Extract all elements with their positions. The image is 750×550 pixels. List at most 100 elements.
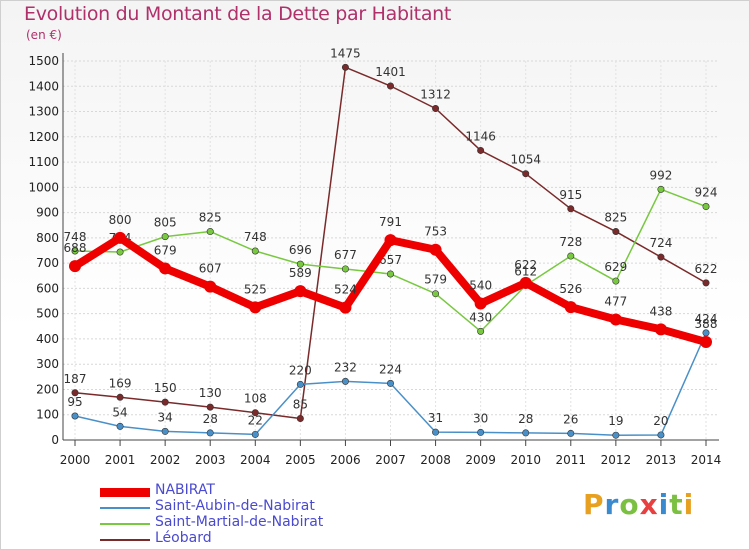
data-point-leobard — [386, 82, 394, 90]
y-tick-label: 0 — [51, 433, 59, 447]
data-label-saint-aubin-de-nabirat: 19 — [608, 414, 623, 428]
data-point-saint-martial-de-nabirat — [702, 203, 710, 211]
x-tick-label: 2004 — [240, 453, 271, 467]
data-label-saint-aubin-de-nabirat: 26 — [563, 412, 578, 426]
data-label-nabirat: 540 — [469, 279, 492, 293]
data-label-saint-martial-de-nabirat: 748 — [64, 230, 87, 244]
legend-item: Saint-Aubin-de-Nabirat — [100, 498, 400, 516]
data-point-nabirat — [204, 280, 217, 293]
data-point-saint-aubin-de-nabirat — [657, 431, 665, 439]
data-label-leobard: 1475 — [330, 46, 361, 60]
data-point-nabirat — [519, 276, 532, 289]
data-point-leobard — [296, 415, 304, 423]
data-point-saint-martial-de-nabirat — [432, 290, 440, 298]
logo-letter: x — [639, 488, 659, 521]
legend-swatch — [100, 487, 150, 497]
data-label-saint-aubin-de-nabirat: 20 — [653, 414, 668, 428]
data-label-nabirat: 438 — [649, 304, 672, 318]
data-label-nabirat: 388 — [695, 317, 718, 331]
legend-label: Léobard — [155, 530, 212, 546]
data-label-leobard: 169 — [109, 376, 132, 390]
data-point-saint-aubin-de-nabirat — [522, 429, 530, 437]
data-label-saint-aubin-de-nabirat: 22 — [248, 413, 263, 427]
data-label-nabirat: 607 — [199, 262, 222, 276]
data-label-nabirat: 477 — [604, 294, 627, 308]
data-label-saint-martial-de-nabirat: 579 — [424, 273, 447, 287]
data-point-leobard — [161, 398, 169, 406]
data-point-saint-martial-de-nabirat — [251, 247, 259, 255]
data-point-saint-aubin-de-nabirat — [341, 377, 349, 385]
y-tick-label: 1000 — [28, 180, 59, 194]
data-point-leobard — [116, 393, 124, 401]
data-label-saint-martial-de-nabirat: 924 — [695, 186, 718, 200]
y-tick-label: 1500 — [28, 54, 59, 68]
x-tick-label: 2010 — [510, 453, 541, 467]
data-point-nabirat — [474, 297, 487, 310]
data-label-saint-martial-de-nabirat: 825 — [199, 211, 222, 225]
data-point-saint-martial-de-nabirat — [296, 260, 304, 268]
data-point-saint-martial-de-nabirat — [206, 228, 214, 236]
x-tick-label: 2012 — [601, 453, 632, 467]
data-label-leobard: 622 — [695, 262, 718, 276]
x-tick-label: 2011 — [556, 453, 587, 467]
data-label-saint-aubin-de-nabirat: 28 — [203, 412, 218, 426]
data-label-saint-martial-de-nabirat: 430 — [469, 310, 492, 324]
data-label-leobard: 1312 — [420, 88, 451, 102]
x-tick-label: 2003 — [195, 453, 226, 467]
data-point-saint-aubin-de-nabirat — [432, 428, 440, 436]
data-point-saint-aubin-de-nabirat — [612, 431, 620, 439]
data-label-nabirat: 589 — [289, 266, 312, 280]
proxiti-logo: Proxiti — [583, 488, 694, 521]
data-point-saint-martial-de-nabirat — [657, 185, 665, 193]
data-label-leobard: 130 — [199, 386, 222, 400]
data-label-saint-martial-de-nabirat: 805 — [154, 216, 177, 230]
y-tick-label: 800 — [36, 231, 59, 245]
legend-swatch — [100, 507, 150, 509]
data-point-leobard — [477, 146, 485, 154]
data-label-leobard: 724 — [649, 236, 672, 250]
legend-item: Saint-Martial-de-Nabirat — [100, 514, 400, 532]
data-point-saint-martial-de-nabirat — [71, 247, 79, 255]
data-point-saint-aubin-de-nabirat — [296, 380, 304, 388]
data-point-nabirat — [159, 262, 172, 275]
data-point-leobard — [612, 228, 620, 236]
data-label-saint-aubin-de-nabirat: 95 — [67, 395, 82, 409]
data-point-nabirat — [700, 335, 712, 348]
data-point-nabirat — [609, 313, 622, 326]
data-point-saint-aubin-de-nabirat — [161, 427, 169, 435]
data-label-saint-martial-de-nabirat: 677 — [334, 248, 357, 262]
data-point-leobard — [567, 205, 575, 213]
data-label-nabirat: 800 — [109, 213, 132, 227]
data-point-leobard — [71, 389, 79, 397]
data-label-leobard: 825 — [604, 211, 627, 225]
data-label-leobard: 915 — [559, 188, 582, 202]
x-tick-label: 2007 — [375, 453, 406, 467]
data-label-saint-martial-de-nabirat: 748 — [244, 230, 267, 244]
y-tick-label: 200 — [36, 382, 59, 396]
data-label-saint-aubin-de-nabirat: 54 — [112, 405, 127, 419]
y-tick-label: 300 — [36, 357, 59, 371]
data-label-saint-martial-de-nabirat: 728 — [559, 235, 582, 249]
data-point-saint-martial-de-nabirat — [386, 270, 394, 278]
data-point-nabirat — [69, 260, 81, 273]
data-label-leobard: 1054 — [510, 153, 541, 167]
data-label-leobard: 187 — [64, 372, 87, 386]
data-label-nabirat: 622 — [514, 258, 537, 272]
x-tick-label: 2002 — [150, 453, 181, 467]
data-point-leobard — [432, 105, 440, 113]
data-label-saint-aubin-de-nabirat: 34 — [158, 410, 173, 424]
data-label-leobard: 108 — [244, 392, 267, 406]
data-point-leobard — [702, 279, 710, 287]
y-tick-label: 500 — [36, 307, 59, 321]
data-point-saint-aubin-de-nabirat — [206, 429, 214, 437]
data-label-nabirat: 791 — [379, 215, 402, 229]
y-tick-label: 1100 — [28, 155, 59, 169]
x-tick-label: 2013 — [646, 453, 677, 467]
logo-letter: P — [583, 488, 605, 521]
legend-label: Saint-Aubin-de-Nabirat — [155, 498, 315, 514]
data-label-leobard: 150 — [154, 381, 177, 395]
data-point-saint-aubin-de-nabirat — [386, 379, 394, 387]
x-tick-label: 2009 — [465, 453, 496, 467]
data-point-saint-martial-de-nabirat — [116, 248, 124, 256]
data-label-saint-aubin-de-nabirat: 424 — [695, 312, 718, 326]
